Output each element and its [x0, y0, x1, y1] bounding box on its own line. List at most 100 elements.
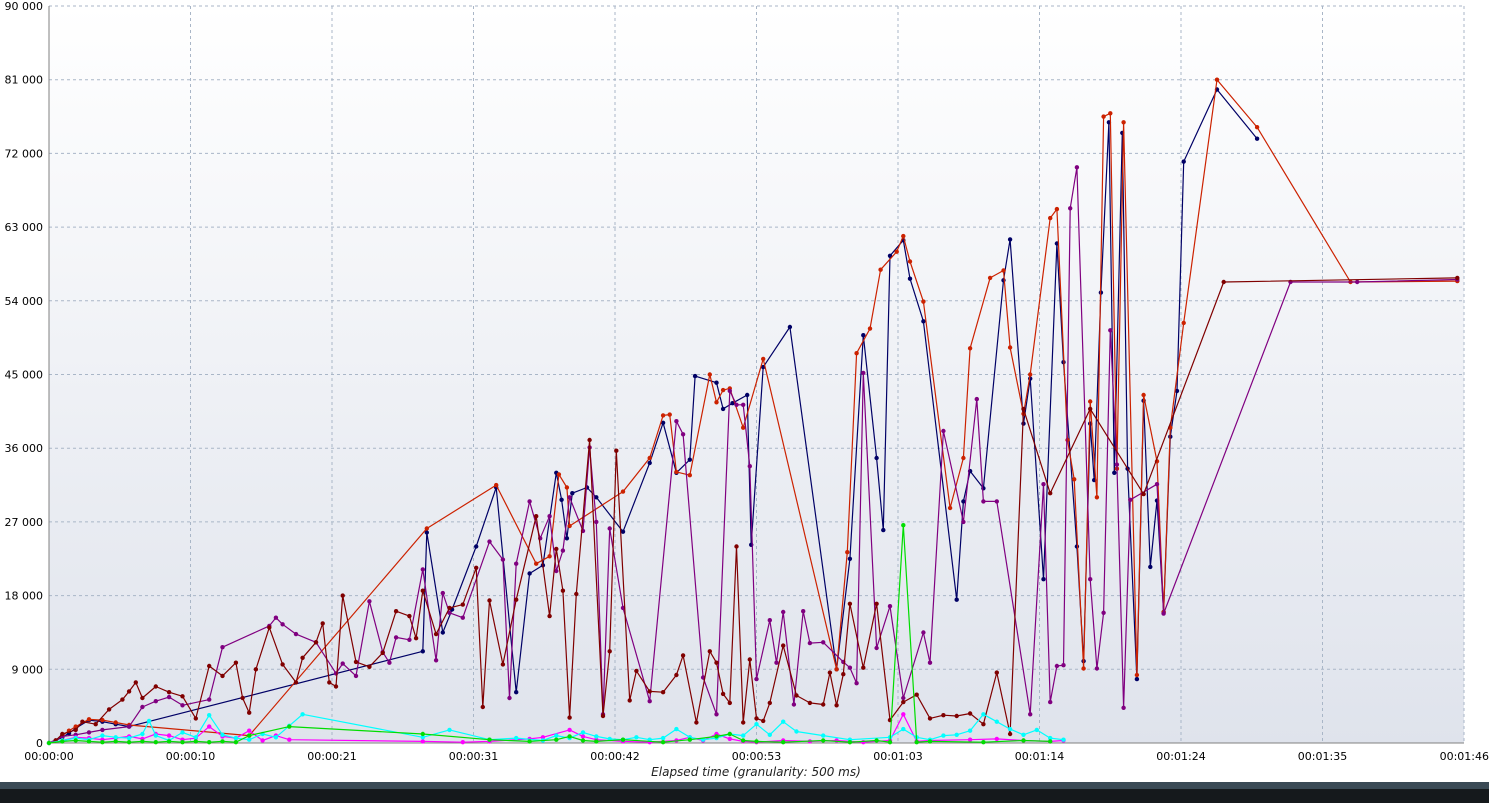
- data-point: [140, 739, 145, 744]
- data-point: [153, 684, 158, 689]
- data-point: [300, 712, 305, 717]
- y-tick-label: 27 000: [5, 516, 44, 529]
- data-point: [961, 455, 966, 461]
- x-tick-label: 00:01:46: [1440, 750, 1489, 763]
- data-point: [547, 514, 552, 519]
- data-point: [1048, 215, 1053, 221]
- data-point: [1072, 477, 1077, 482]
- data-point: [393, 609, 399, 614]
- data-point: [687, 473, 692, 478]
- data-point: [120, 697, 125, 702]
- data-point: [827, 670, 833, 675]
- data-point: [841, 672, 846, 677]
- data-point: [620, 529, 626, 534]
- data-point: [1121, 705, 1126, 710]
- data-point: [287, 737, 292, 742]
- data-point: [559, 497, 564, 502]
- x-tick-label: 00:01:14: [1015, 750, 1064, 763]
- data-point: [1021, 406, 1026, 412]
- data-point: [914, 740, 919, 745]
- data-point: [594, 519, 599, 525]
- data-point: [207, 740, 212, 745]
- data-point: [433, 631, 439, 637]
- data-point: [447, 605, 452, 611]
- data-point: [687, 737, 692, 742]
- x-tick-label: 00:00:53: [732, 750, 781, 763]
- x-tick-label: 00:00:00: [24, 750, 73, 763]
- data-point: [1455, 275, 1460, 281]
- data-point: [954, 732, 959, 737]
- data-point: [146, 718, 152, 724]
- data-point: [674, 419, 679, 424]
- data-point: [901, 712, 906, 717]
- data-point: [393, 635, 399, 640]
- data-point: [941, 733, 946, 738]
- data-point: [600, 713, 606, 719]
- data-point: [1181, 159, 1186, 164]
- data-point: [954, 597, 959, 602]
- data-point: [567, 727, 572, 733]
- data-point: [180, 703, 185, 708]
- data-point: [567, 495, 572, 500]
- data-point: [93, 722, 98, 727]
- data-point: [514, 561, 519, 566]
- data-point: [1048, 735, 1053, 741]
- x-tick-label: 00:00:42: [590, 750, 639, 763]
- data-point: [570, 491, 575, 496]
- data-point: [1134, 672, 1140, 678]
- data-point: [861, 370, 866, 376]
- data-point: [754, 739, 759, 744]
- x-tick-label: 00:01:03: [873, 750, 922, 763]
- data-point: [547, 554, 552, 559]
- data-point: [707, 649, 712, 654]
- data-point: [727, 731, 732, 737]
- data-point: [1181, 320, 1186, 326]
- data-point: [86, 730, 92, 735]
- data-point: [487, 598, 492, 603]
- data-point: [487, 737, 492, 742]
- data-point: [166, 733, 172, 738]
- data-point: [424, 526, 429, 531]
- data-point: [947, 505, 953, 511]
- data-point: [620, 489, 626, 494]
- data-point: [1074, 165, 1080, 170]
- data-point: [1128, 497, 1133, 502]
- data-point: [300, 655, 305, 660]
- data-point: [240, 695, 245, 701]
- data-point: [1054, 206, 1060, 212]
- data-point: [480, 704, 485, 710]
- data-point: [647, 699, 652, 704]
- data-point: [166, 690, 172, 695]
- data-point: [514, 735, 519, 741]
- data-point: [273, 615, 279, 620]
- data-point: [113, 735, 118, 740]
- data-point: [554, 546, 559, 552]
- data-point: [634, 735, 639, 740]
- data-point: [247, 710, 252, 715]
- data-point: [564, 485, 570, 490]
- data-point: [60, 731, 65, 737]
- data-point: [293, 631, 299, 637]
- data-point: [994, 719, 999, 724]
- data-point: [620, 737, 626, 742]
- data-point: [901, 726, 906, 732]
- data-point: [1134, 676, 1140, 682]
- data-point: [594, 495, 599, 500]
- data-point: [794, 729, 799, 734]
- data-point: [741, 425, 746, 430]
- data-point: [60, 739, 65, 744]
- data-point: [921, 319, 926, 324]
- data-point: [834, 703, 839, 708]
- data-point: [247, 733, 252, 738]
- data-point: [767, 700, 772, 706]
- data-point: [714, 734, 719, 739]
- data-point: [847, 601, 853, 606]
- data-point: [340, 593, 345, 598]
- data-point: [166, 694, 172, 700]
- data-point: [133, 680, 138, 685]
- data-point: [247, 728, 252, 733]
- data-point: [1028, 712, 1033, 717]
- data-point: [674, 726, 679, 732]
- data-point: [1081, 666, 1086, 671]
